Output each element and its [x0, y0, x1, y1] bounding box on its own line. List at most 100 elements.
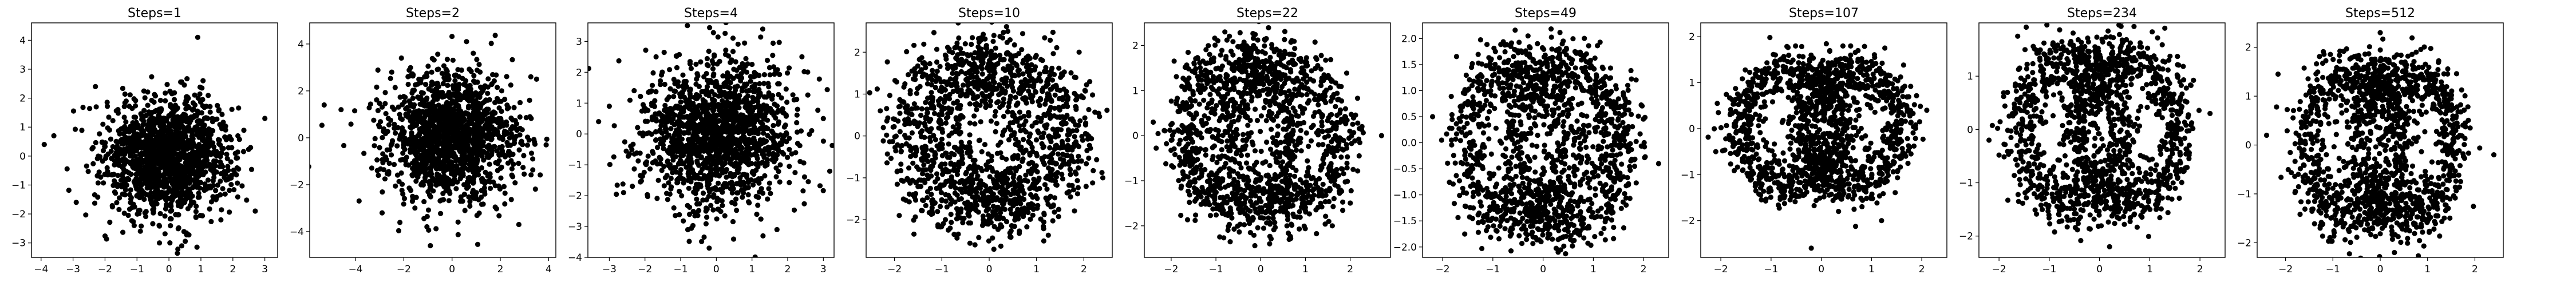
data-point	[389, 69, 394, 75]
data-point	[675, 79, 681, 85]
data-point	[380, 189, 385, 195]
data-point	[186, 232, 192, 238]
data-point	[740, 194, 745, 200]
data-point	[443, 166, 449, 172]
data-point	[772, 101, 777, 107]
data-point	[455, 232, 461, 237]
data-point	[472, 157, 477, 162]
data-point	[478, 90, 484, 96]
data-point	[704, 105, 710, 110]
data-point	[150, 165, 156, 171]
data-point	[724, 80, 729, 85]
data-point	[519, 127, 525, 133]
data-point	[720, 161, 726, 166]
data-point	[520, 165, 526, 170]
data-point	[921, 162, 927, 168]
data-point	[409, 71, 416, 77]
data-point	[730, 219, 736, 225]
data-point	[794, 97, 800, 102]
data-point	[200, 151, 206, 157]
data-point	[447, 108, 452, 113]
data-point	[202, 105, 207, 110]
data-point	[127, 124, 133, 129]
data-point	[66, 188, 72, 193]
data-point	[374, 168, 380, 173]
x-tick-label: 2	[785, 264, 791, 275]
data-point	[84, 163, 89, 169]
data-point	[418, 125, 424, 132]
data-point	[650, 70, 656, 76]
data-point	[596, 119, 602, 125]
data-point	[218, 178, 223, 184]
data-point	[409, 102, 414, 108]
data-point	[496, 152, 502, 157]
data-point	[101, 180, 106, 186]
data-point	[693, 116, 698, 121]
data-point	[696, 208, 702, 213]
data-point	[427, 148, 433, 153]
data-point	[51, 133, 57, 138]
data-point	[689, 225, 694, 231]
data-point	[779, 141, 784, 147]
data-point	[144, 185, 150, 191]
data-point	[993, 45, 998, 51]
data-point	[820, 116, 826, 121]
data-point	[411, 168, 417, 174]
data-point	[528, 172, 534, 178]
data-point	[465, 105, 472, 111]
data-point	[176, 212, 181, 218]
data-point	[933, 85, 938, 90]
data-point	[496, 213, 502, 219]
y-tick-label: 2	[298, 86, 304, 97]
data-point	[412, 205, 418, 211]
data-point	[436, 173, 442, 178]
data-point	[219, 207, 224, 213]
data-point	[177, 193, 183, 198]
x-tick-label: 2	[497, 264, 504, 275]
data-point	[720, 122, 726, 128]
data-point	[148, 190, 154, 196]
data-point	[742, 83, 748, 89]
data-point	[179, 79, 185, 85]
data-point	[162, 231, 168, 237]
data-point	[127, 92, 133, 98]
data-point	[745, 192, 751, 198]
data-point	[691, 146, 697, 152]
data-point	[427, 185, 433, 191]
data-point	[148, 176, 153, 181]
data-point	[227, 209, 232, 215]
data-point	[677, 170, 683, 176]
data-point	[640, 102, 646, 108]
data-point	[235, 133, 241, 139]
data-point	[460, 198, 465, 204]
data-point	[133, 98, 139, 104]
data-point	[762, 107, 768, 113]
data-point	[1012, 42, 1017, 48]
data-point	[432, 134, 438, 140]
data-point	[776, 92, 781, 97]
data-point	[728, 59, 733, 65]
data-point	[741, 120, 746, 125]
data-point	[424, 142, 430, 148]
data-point	[505, 142, 511, 148]
data-point	[770, 40, 776, 46]
data-point	[756, 105, 762, 111]
data-point	[733, 110, 739, 116]
data-point	[499, 164, 504, 170]
data-point	[752, 254, 758, 257]
data-point	[464, 39, 469, 45]
data-point	[517, 100, 523, 105]
data-point	[97, 131, 102, 137]
data-point	[139, 176, 145, 181]
data-point	[420, 182, 426, 188]
data-point	[215, 137, 222, 142]
points-3	[588, 23, 834, 257]
data-point	[699, 176, 705, 182]
data-point	[712, 92, 718, 98]
data-point	[517, 132, 523, 138]
data-point	[678, 141, 684, 147]
data-point	[426, 155, 432, 161]
data-point	[722, 30, 728, 37]
